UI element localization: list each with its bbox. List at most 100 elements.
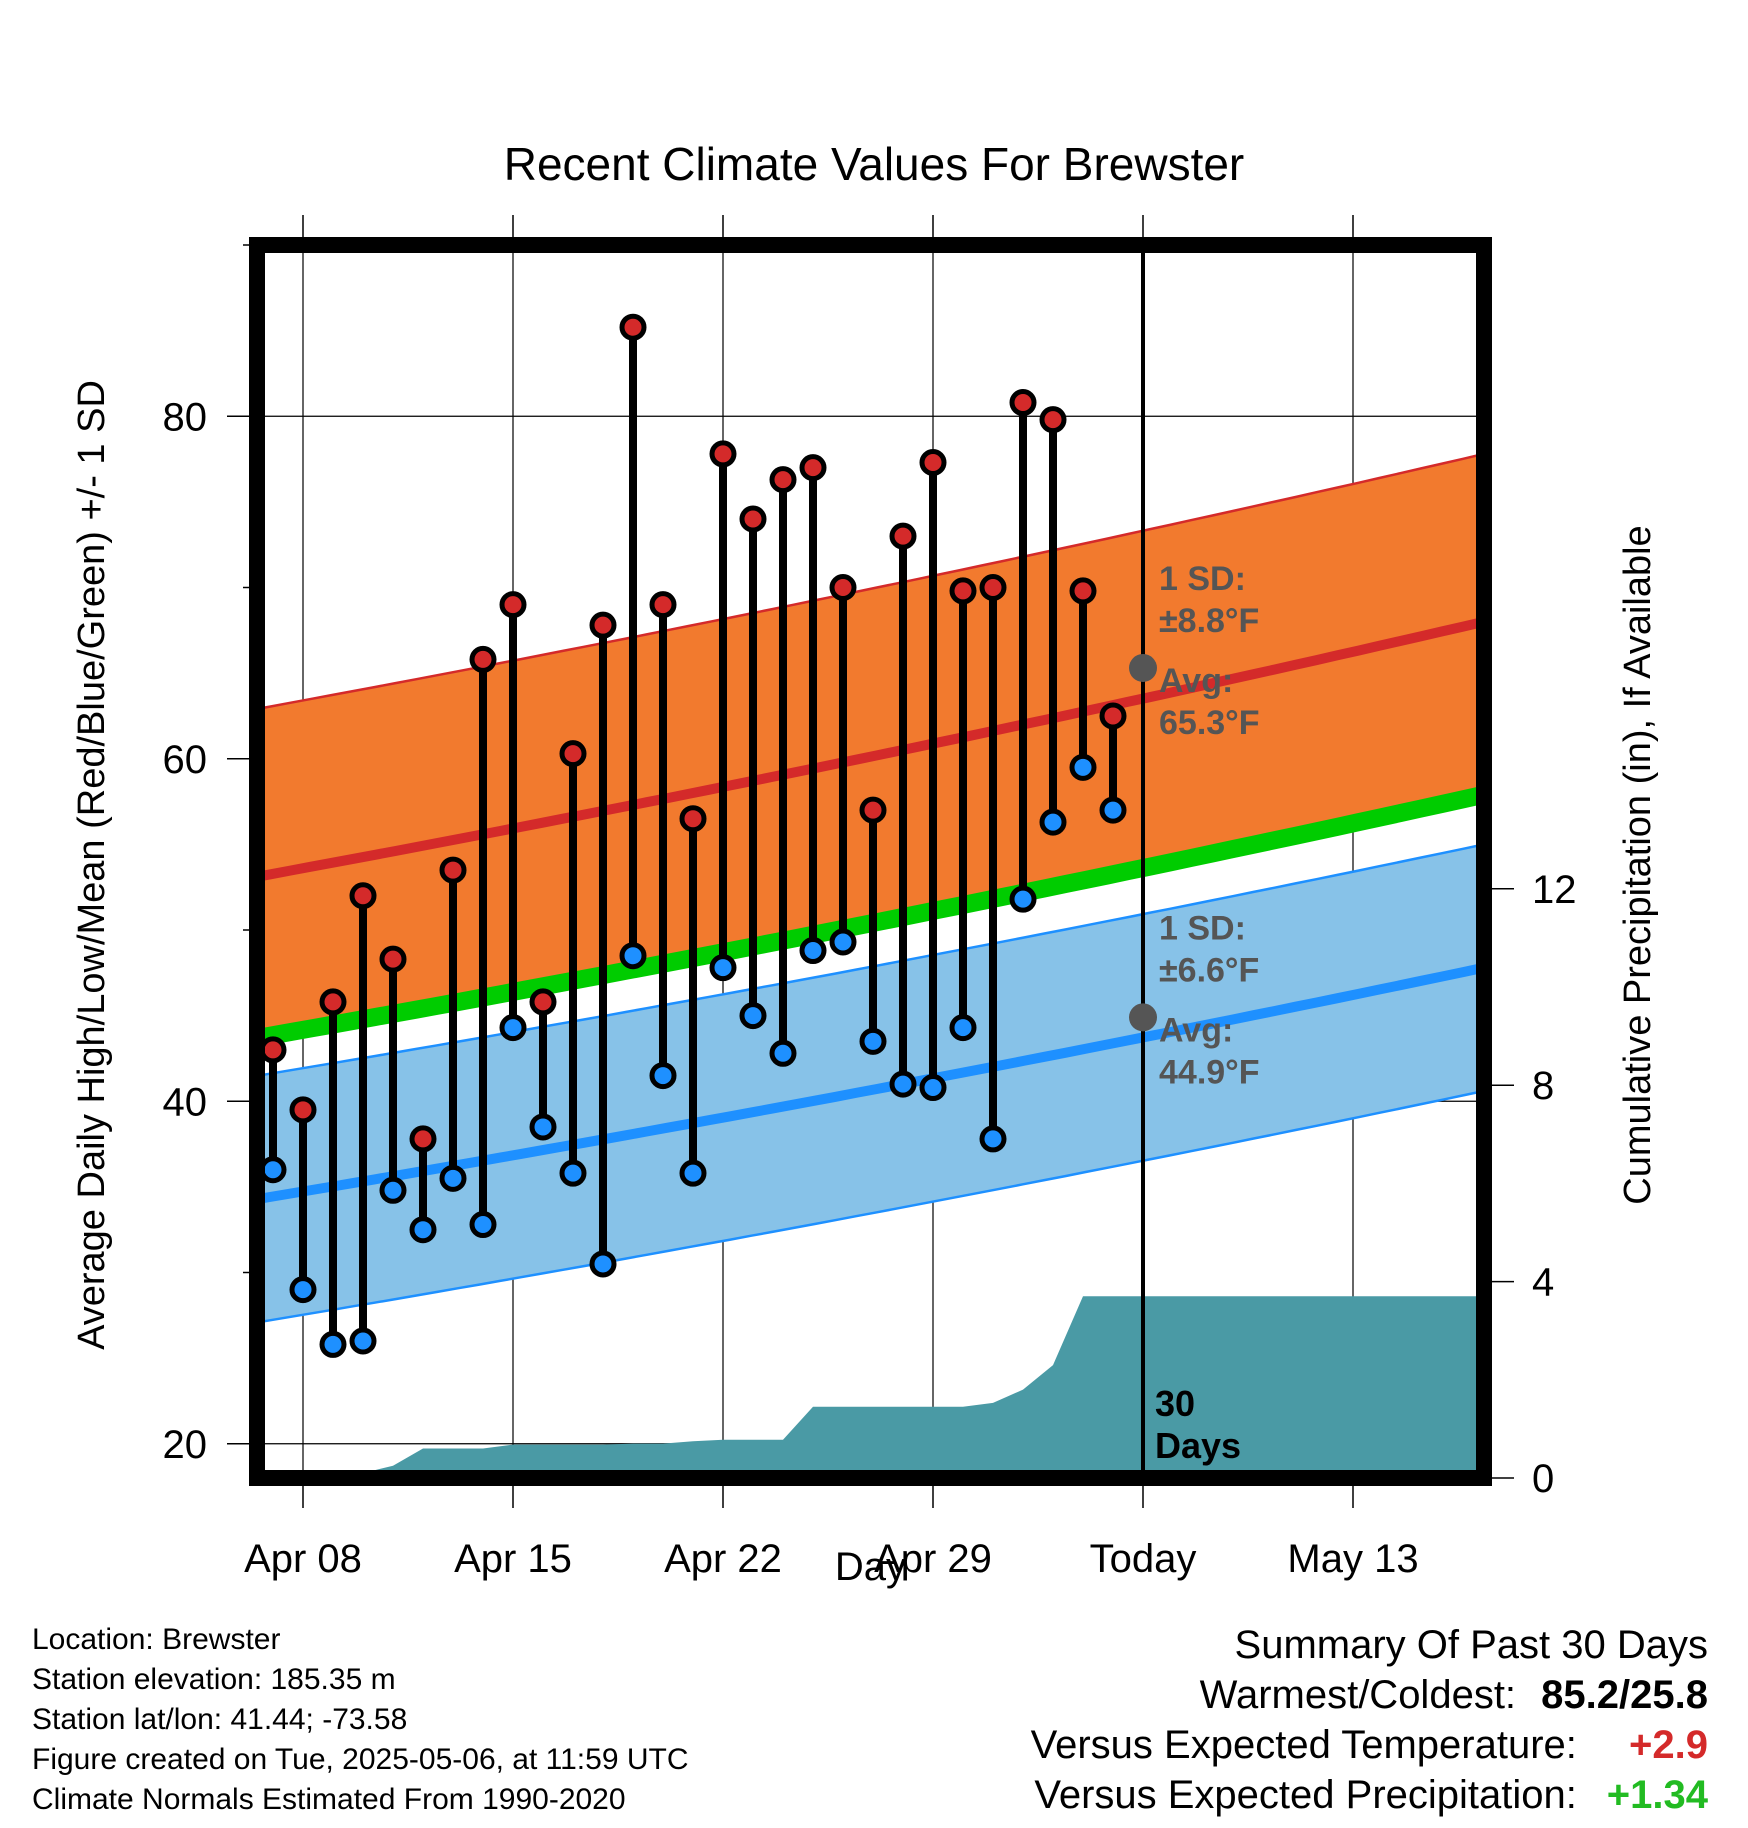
- high-point: [679, 805, 707, 833]
- high-point: [949, 577, 977, 605]
- y2-tick-label: 8: [1532, 1064, 1554, 1108]
- x-tick-label: Apr 29: [874, 1537, 992, 1581]
- x-tick-label: Apr 22: [664, 1537, 782, 1581]
- summary-title: Summary Of Past 30 Days: [1234, 1623, 1708, 1667]
- high-normal-line: [257, 616, 1484, 882]
- low-point: [409, 1216, 437, 1244]
- summary-panel: Summary Of Past 30 Days Warmest/Coldest:…: [1031, 1620, 1708, 1820]
- plot-area: 1 SD: ±8.8°F Avg: 65.3°F 1 SD: ±6.6°F Avg: 44.9…: [71, 215, 1659, 1589]
- high-point: [1009, 389, 1037, 417]
- climate-chart: Recent Climate Values For Brewster 1 SD:…: [71, 138, 1659, 1589]
- location-text: Location: Brewster: [32, 1623, 281, 1656]
- low-point: [469, 1211, 497, 1239]
- high-point: [259, 1036, 287, 1064]
- y-tick-label: 40: [163, 1080, 208, 1124]
- y-tick-label: 60: [163, 738, 208, 782]
- y-axis-label: Average Daily High/Low/Mean (Red/Blue/Gr…: [71, 380, 113, 1350]
- high-point: [469, 645, 497, 673]
- x-tick-label: Apr 15: [454, 1537, 572, 1581]
- high-point: [379, 945, 407, 973]
- low-normal-line: [257, 962, 1484, 1205]
- high-point: [1069, 577, 1097, 605]
- high-point: [529, 988, 557, 1016]
- low-point: [1009, 885, 1037, 913]
- high-point: [709, 440, 737, 468]
- y2-axis-label: Cumulative Precipitation (in), If Availa…: [1617, 525, 1659, 1204]
- latlon-text: Station lat/lon: 41.44; -73.58: [32, 1703, 408, 1736]
- low-point: [529, 1113, 557, 1141]
- elevation-text: Station elevation: 185.35 m: [32, 1663, 396, 1696]
- low-point: [559, 1159, 587, 1187]
- high-point: [619, 313, 647, 341]
- high-point: [319, 988, 347, 1016]
- low-point: [979, 1125, 1007, 1153]
- low-point: [619, 942, 647, 970]
- low-point: [949, 1014, 977, 1042]
- high-point: [649, 591, 677, 619]
- low-point: [889, 1070, 917, 1098]
- high-avg-value: 65.3°F: [1159, 704, 1260, 742]
- low-sd-upper: [257, 843, 1484, 1078]
- high-sd-band: [257, 453, 1484, 1045]
- low-point: [859, 1027, 887, 1055]
- high-point: [739, 505, 767, 533]
- low-point: [1069, 753, 1097, 781]
- summary-precip-row: Versus Expected Precipitation: +1.34: [1031, 1770, 1708, 1820]
- summary-warmest-row: Warmest/Coldest: 85.2/25.8: [1031, 1670, 1708, 1720]
- low-point: [319, 1330, 347, 1358]
- precip-value: +1.34: [1606, 1773, 1708, 1817]
- high-point: [289, 1096, 317, 1124]
- low-point: [379, 1176, 407, 1204]
- low-point: [769, 1039, 797, 1067]
- high-point: [349, 882, 377, 910]
- high-point: [559, 740, 587, 768]
- low-point: [289, 1276, 317, 1304]
- high-point: [499, 591, 527, 619]
- y-tick-label: 80: [163, 395, 208, 439]
- normals-text: Climate Normals Estimated From 1990-2020: [32, 1783, 626, 1816]
- high-point: [889, 522, 917, 550]
- temp-label: Versus Expected Temperature:: [1030, 1723, 1577, 1767]
- low-point: [1099, 796, 1127, 824]
- high-point: [829, 574, 857, 601]
- high-point: [1039, 406, 1067, 434]
- mean-normal-line: [257, 785, 1484, 1048]
- low-point: [709, 954, 737, 982]
- high-point: [409, 1125, 437, 1153]
- high-point: [769, 466, 797, 494]
- low-point: [919, 1074, 947, 1102]
- x-axis-label: Day: [835, 1545, 906, 1589]
- low-point: [649, 1062, 677, 1090]
- low-point: [739, 1002, 767, 1030]
- high-sd-label: 1 SD:: [1159, 560, 1246, 598]
- low-point: [499, 1014, 527, 1042]
- high-point: [979, 574, 1007, 601]
- precip-area: [257, 1296, 1484, 1478]
- x-tick-label: Today: [1090, 1537, 1197, 1581]
- low-point: [349, 1327, 377, 1355]
- y2-tick-label: 4: [1532, 1261, 1554, 1305]
- y-tick-label: 20: [163, 1423, 208, 1467]
- created-text: Figure created on Tue, 2025-05-06, at 11…: [32, 1743, 689, 1776]
- low-point: [829, 928, 857, 956]
- low-sd-band: [257, 844, 1484, 1323]
- x-tick-label: Apr 08: [244, 1537, 362, 1581]
- low-avg-label: Avg:: [1159, 1011, 1233, 1049]
- low-point: [259, 1156, 287, 1184]
- precip-label: Versus Expected Precipitation:: [1034, 1773, 1577, 1817]
- y2-tick-label: 0: [1532, 1457, 1554, 1501]
- high-point: [919, 448, 947, 476]
- station-info: Location: Brewster Station elevation: 18…: [32, 1620, 689, 1820]
- low-point: [799, 937, 827, 965]
- x-tick-label: May 13: [1287, 1537, 1418, 1581]
- high-point: [589, 611, 617, 639]
- warmest-label: Warmest/Coldest:: [1199, 1673, 1517, 1717]
- low-avg-marker: [1129, 1003, 1157, 1032]
- low-point: [439, 1164, 467, 1192]
- high-avg-label: Avg:: [1159, 662, 1233, 700]
- y2-tick-label: 12: [1532, 868, 1577, 912]
- high-point: [799, 454, 827, 482]
- today-days-label: Days: [1155, 1425, 1241, 1466]
- high-point: [439, 856, 467, 884]
- low-point: [589, 1250, 617, 1278]
